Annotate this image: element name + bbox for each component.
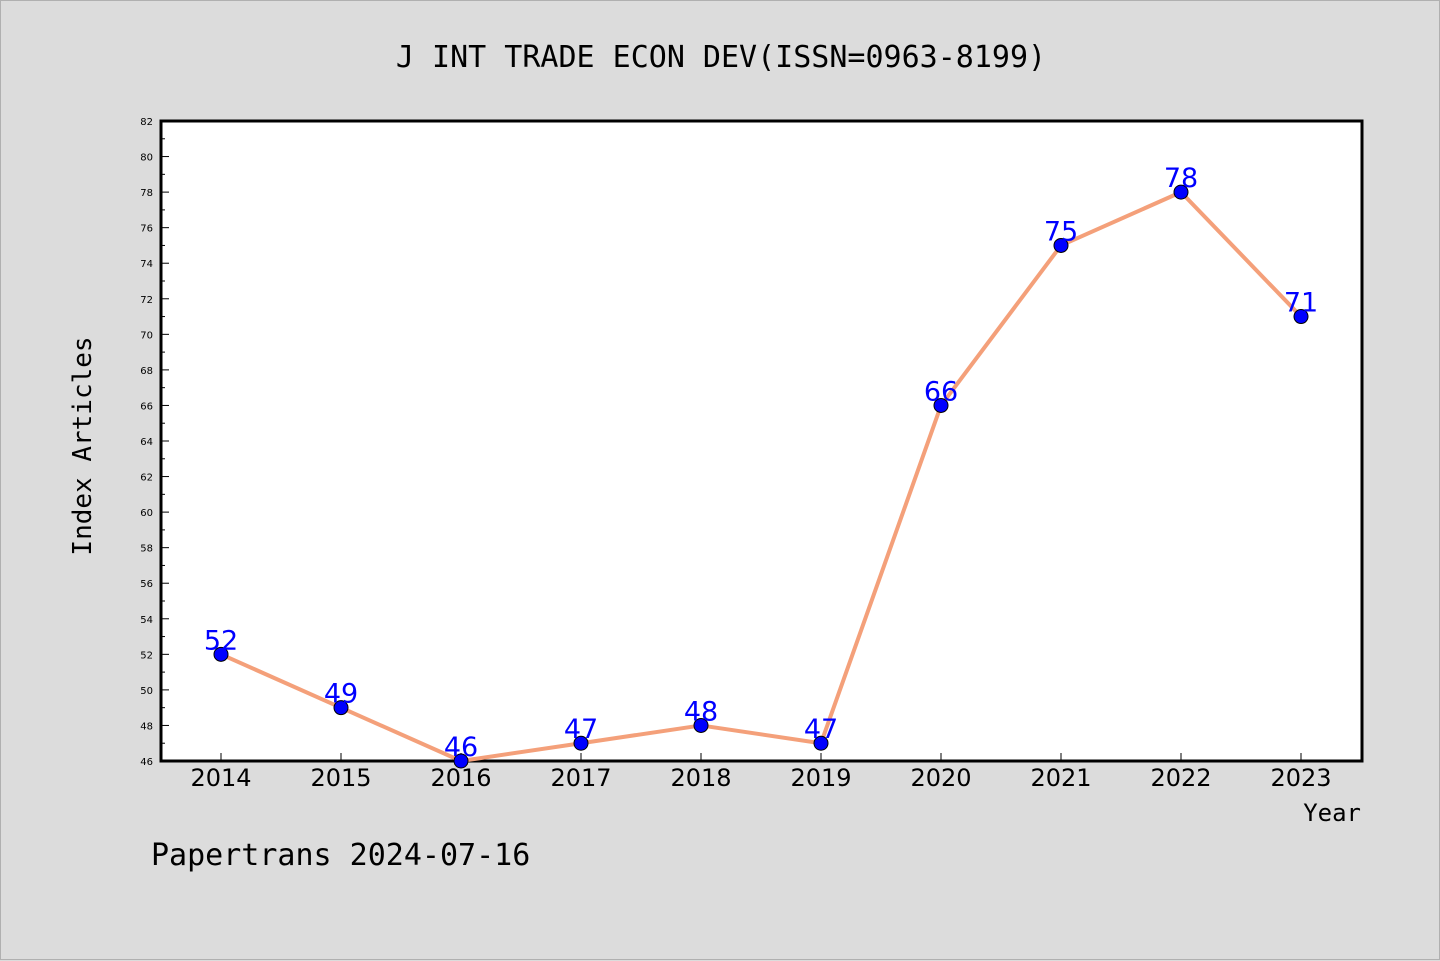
chart-title: J INT TRADE ECON DEV(ISSN=0963-8199) xyxy=(396,40,1046,75)
y-tick-label: 76 xyxy=(140,224,153,235)
y-axis: 46 48 50 52 54 56 58 60 62 64 66 68 70 72 74 76 78 80 82 xyxy=(140,117,169,768)
y-tick-label: 72 xyxy=(140,295,153,306)
x-tick-label: 2020 xyxy=(910,764,971,792)
plot-area xyxy=(159,119,1364,763)
y-tick-label: 54 xyxy=(140,615,153,626)
y-tick-label: 48 xyxy=(140,721,153,732)
y-axis-label: Index Articles xyxy=(68,336,98,555)
data-label: 66 xyxy=(924,376,958,407)
data-point xyxy=(933,397,949,413)
y-tick-label: 82 xyxy=(140,117,153,128)
data-label: 52 xyxy=(204,625,238,656)
x-tick-label: 2016 xyxy=(430,764,491,792)
y-tick-label: 58 xyxy=(140,544,153,555)
x-tick-label: 2023 xyxy=(1270,764,1331,792)
y-tick-label: 74 xyxy=(140,259,153,270)
x-tick-label: 2019 xyxy=(790,764,851,792)
data-labels: 52 49 46 47 48 47 66 75 78 71 xyxy=(204,163,1318,763)
y-tick-label: 78 xyxy=(140,188,153,199)
y-tick-label: 80 xyxy=(140,153,153,164)
x-tick-label: 2018 xyxy=(670,764,731,792)
data-point xyxy=(453,753,469,769)
data-point xyxy=(693,717,709,733)
data-point xyxy=(333,700,349,716)
data-point xyxy=(573,735,589,751)
y-tick-label: 64 xyxy=(140,437,153,448)
data-point xyxy=(1173,184,1189,200)
data-label: 48 xyxy=(684,696,718,727)
x-axis-label: Year xyxy=(1303,799,1361,827)
x-tick-label: 2021 xyxy=(1030,764,1091,792)
data-point xyxy=(1053,237,1069,253)
series-markers xyxy=(213,184,1309,769)
series-polyline xyxy=(220,190,1303,763)
data-point xyxy=(213,646,229,662)
y-tick-label: 56 xyxy=(140,579,153,590)
y-tick-label: 60 xyxy=(140,508,153,519)
data-label: 46 xyxy=(444,732,478,763)
x-tick-label: 2015 xyxy=(310,764,371,792)
series-line xyxy=(220,190,1303,763)
data-label: 49 xyxy=(324,679,358,710)
data-label: 71 xyxy=(1284,288,1318,319)
data-label: 75 xyxy=(1044,216,1078,247)
footer-text: Papertrans 2024-07-16 xyxy=(151,838,530,873)
x-axis: 2014 2015 2016 2017 2018 2019 2020 2021 2022 2023 xyxy=(190,753,1332,792)
data-label: 47 xyxy=(564,714,598,745)
x-tick-label: 2022 xyxy=(1150,764,1211,792)
x-tick-label: 2017 xyxy=(550,764,611,792)
data-point xyxy=(813,735,829,751)
data-point xyxy=(1293,309,1309,325)
y-tick-label: 68 xyxy=(140,366,153,377)
y-tick-label: 70 xyxy=(140,330,153,341)
y-tick-label: 52 xyxy=(140,650,153,661)
data-label: 78 xyxy=(1164,163,1198,194)
y-tick-label: 62 xyxy=(140,473,153,484)
y-tick-label: 66 xyxy=(140,401,153,412)
y-tick-label: 50 xyxy=(140,686,153,697)
x-tick-label: 2014 xyxy=(190,764,251,792)
y-tick-label: 46 xyxy=(140,757,153,768)
data-label: 47 xyxy=(804,714,838,745)
